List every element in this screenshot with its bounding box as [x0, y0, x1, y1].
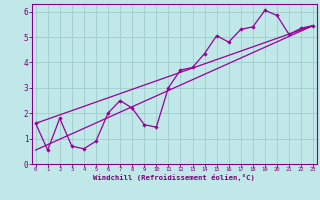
- X-axis label: Windchill (Refroidissement éolien,°C): Windchill (Refroidissement éolien,°C): [93, 174, 255, 181]
